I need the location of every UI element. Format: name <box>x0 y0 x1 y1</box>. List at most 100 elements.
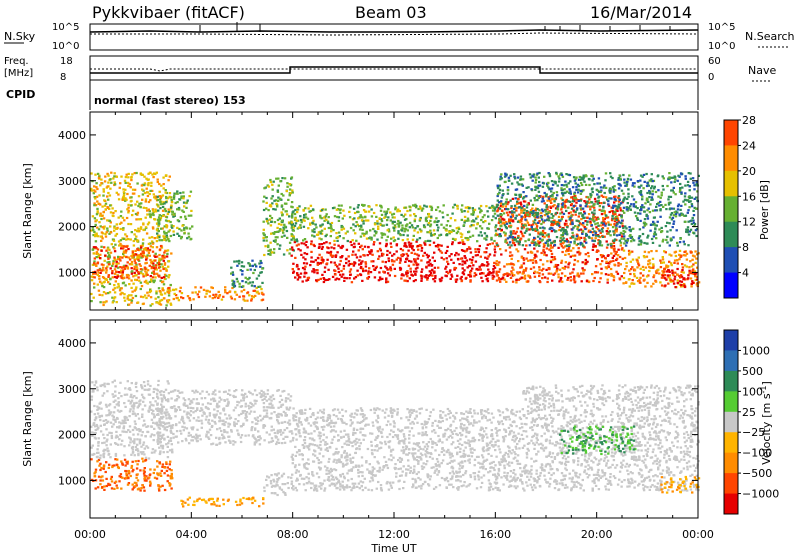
power-echo-cell <box>672 236 675 239</box>
power-echo-cell <box>220 298 224 301</box>
power-echo-cell <box>584 201 588 204</box>
power-echo-cell <box>495 232 498 235</box>
power-echo-cell <box>103 225 106 228</box>
power-echo-cell <box>605 230 608 233</box>
power-echo-cell <box>676 244 679 247</box>
power-echo-cell <box>604 224 607 227</box>
power-echo-cell <box>149 245 153 248</box>
power-echo-cell <box>115 301 118 304</box>
power-echo-cell <box>357 217 360 220</box>
velocity-echo-cell <box>93 475 97 478</box>
power-echo-cell <box>131 296 135 300</box>
power-echo-cell <box>281 177 284 180</box>
power-echo-cell <box>379 278 382 281</box>
power-echo-cell <box>567 200 570 203</box>
power-echo-cell <box>622 249 626 252</box>
power-echo-cell <box>143 175 146 178</box>
power-echo-cell <box>545 213 548 216</box>
power-echo-cell <box>494 234 497 237</box>
power-echo-cell <box>296 227 300 230</box>
power-echo-cell <box>618 213 621 216</box>
power-echo-cell <box>337 216 341 219</box>
velocity-echo-cell <box>132 468 135 471</box>
power-echo-cell <box>679 276 682 279</box>
power-echo-cell <box>165 201 168 204</box>
power-echo-cell <box>305 272 308 275</box>
power-echo-cell <box>113 256 116 259</box>
power-echo-cell <box>382 232 385 235</box>
power-echo-cell <box>104 292 108 295</box>
velocity-echo-cell <box>156 422 159 425</box>
power-echo-cell <box>625 184 628 187</box>
power-echo-cell <box>583 180 586 183</box>
power-echo-cell <box>251 264 254 268</box>
power-echo-cell <box>96 187 99 191</box>
power-echo-cell <box>649 266 652 269</box>
power-echo-cell <box>122 194 126 197</box>
power-echo-cell <box>646 281 649 284</box>
power-echo-cell <box>607 203 610 206</box>
power-echo-cell <box>650 185 654 188</box>
power-echo-cell <box>297 248 300 251</box>
power-echo-cell <box>513 204 517 207</box>
power-echo-cell <box>650 237 654 241</box>
power-echo-cell <box>625 206 628 209</box>
power-echo-cell <box>522 211 526 214</box>
power-echo-cell <box>146 209 149 212</box>
power-echo-cell <box>431 256 434 259</box>
power-echo-cell <box>132 282 135 285</box>
power-echo-cell <box>134 253 138 256</box>
power-echo-cell <box>562 241 565 244</box>
power-echo-cell <box>548 173 551 176</box>
power-echo-cell <box>213 296 217 299</box>
power-echo-cell <box>95 213 99 216</box>
power-echo-cell <box>480 272 483 275</box>
power-echo-cell <box>456 257 460 261</box>
power-echo-cell <box>507 179 511 182</box>
power-echo-cell <box>248 263 251 266</box>
power-echo-cell <box>657 189 660 192</box>
power-echo-cell <box>446 245 449 248</box>
power-echo-cell <box>391 213 394 216</box>
power-echo-cell <box>125 255 128 258</box>
noise-spikes <box>199 22 671 32</box>
power-echo-cell <box>543 253 546 256</box>
power-echo-cell <box>497 276 501 280</box>
power-echo-cell <box>521 272 524 275</box>
power-echo-cell <box>649 229 652 232</box>
power-echo-cell <box>437 266 440 269</box>
power-echo-cell <box>323 242 326 245</box>
power-echo-cell <box>354 262 357 265</box>
power-echo-cell <box>683 195 687 198</box>
power-echo-cell <box>173 292 176 295</box>
power-echo-cell <box>536 235 540 238</box>
power-echo-cell <box>594 234 598 237</box>
power-echo-cell <box>391 254 394 257</box>
power-echo-cell <box>551 205 555 208</box>
power-echo-cell <box>641 198 644 201</box>
power-echo-cell <box>361 232 364 235</box>
power-echo-cell <box>269 249 272 252</box>
power-echo-cell <box>561 266 564 270</box>
power-echo-cell <box>469 235 472 238</box>
power-echo-cell <box>522 197 525 200</box>
power-echo-cell <box>276 226 279 229</box>
power-echo-cell <box>654 209 657 212</box>
power-echo-cell <box>174 201 177 205</box>
power-echo-cell <box>504 232 507 235</box>
power-echo-cell <box>154 197 157 200</box>
power-echo-cell <box>582 189 585 192</box>
power-echo-cell <box>172 297 175 301</box>
power-echo-cell <box>562 212 566 215</box>
power-echo-cell <box>521 234 525 237</box>
power-echo-cell <box>655 209 659 212</box>
power-echo-cell <box>460 275 463 279</box>
velocity-echo-cell <box>153 468 156 471</box>
power-echo-cell <box>299 272 303 275</box>
power-echo-cell <box>683 285 687 289</box>
power-echo-cell <box>352 229 355 232</box>
power-echo-cell <box>557 276 560 279</box>
power-echo-cell <box>579 181 583 185</box>
power-echo-cell <box>554 182 557 185</box>
power-echo-cell <box>603 235 606 238</box>
